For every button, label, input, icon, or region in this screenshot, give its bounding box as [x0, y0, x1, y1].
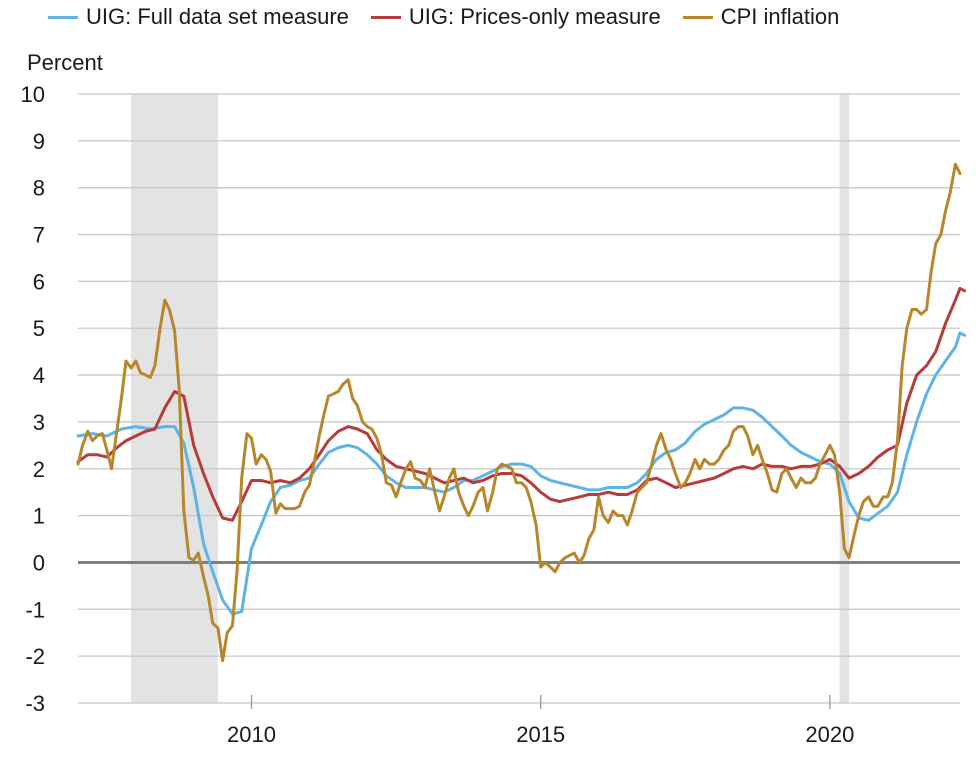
y-tick-label: 0 — [33, 550, 45, 575]
legend-item-prices-only: UIG: Prices-only measure — [370, 4, 661, 30]
legend-swatch-cpi — [682, 15, 713, 19]
y-tick-label: -2 — [25, 644, 45, 669]
legend-swatch-prices-only — [370, 15, 401, 19]
x-tick-label: 2020 — [805, 722, 854, 747]
legend-label-full-data: UIG: Full data set measure — [86, 4, 349, 29]
series-line-uig-prices-only-measure — [76, 286, 967, 522]
x-tick-labels: 2010 2015 2020 — [227, 695, 854, 747]
y-tick-label: 1 — [33, 504, 45, 529]
y-tick-label: 5 — [33, 316, 45, 341]
recession-shading — [131, 94, 850, 703]
legend-label-cpi: CPI inflation — [720, 4, 840, 29]
legend: UIG: Full data set measure UIG: Prices-o… — [48, 4, 839, 30]
y-tick-label: 10 — [21, 82, 45, 107]
y-tick-label: 3 — [33, 410, 45, 435]
y-tick-label: 8 — [33, 176, 45, 201]
y-axis-label: Percent — [27, 50, 103, 75]
y-tick-label: 4 — [33, 363, 45, 388]
y-tick-label: -1 — [25, 597, 45, 622]
x-tick-label: 2015 — [516, 722, 565, 747]
legend-label-prices-only: UIG: Prices-only measure — [408, 4, 661, 29]
x-tick-label: 2010 — [227, 722, 276, 747]
gridlines — [78, 93, 960, 704]
y-tick-label: 7 — [33, 223, 45, 248]
y-tick-label: -3 — [25, 691, 45, 716]
legend-item-cpi: CPI inflation — [682, 4, 840, 30]
series-line-cpi-inflation — [76, 162, 962, 663]
y-tick-label: 6 — [33, 269, 45, 294]
recession-band — [131, 94, 218, 703]
y-tick-label: 9 — [33, 129, 45, 154]
series-lines — [76, 162, 967, 663]
legend-item-full-data: UIG: Full data set measure — [48, 4, 349, 30]
y-tick-label: 2 — [33, 457, 45, 482]
recession-band — [839, 94, 850, 703]
legend-swatch-full-data — [48, 15, 78, 19]
series-line-uig-full-data-set-measure — [76, 331, 967, 616]
